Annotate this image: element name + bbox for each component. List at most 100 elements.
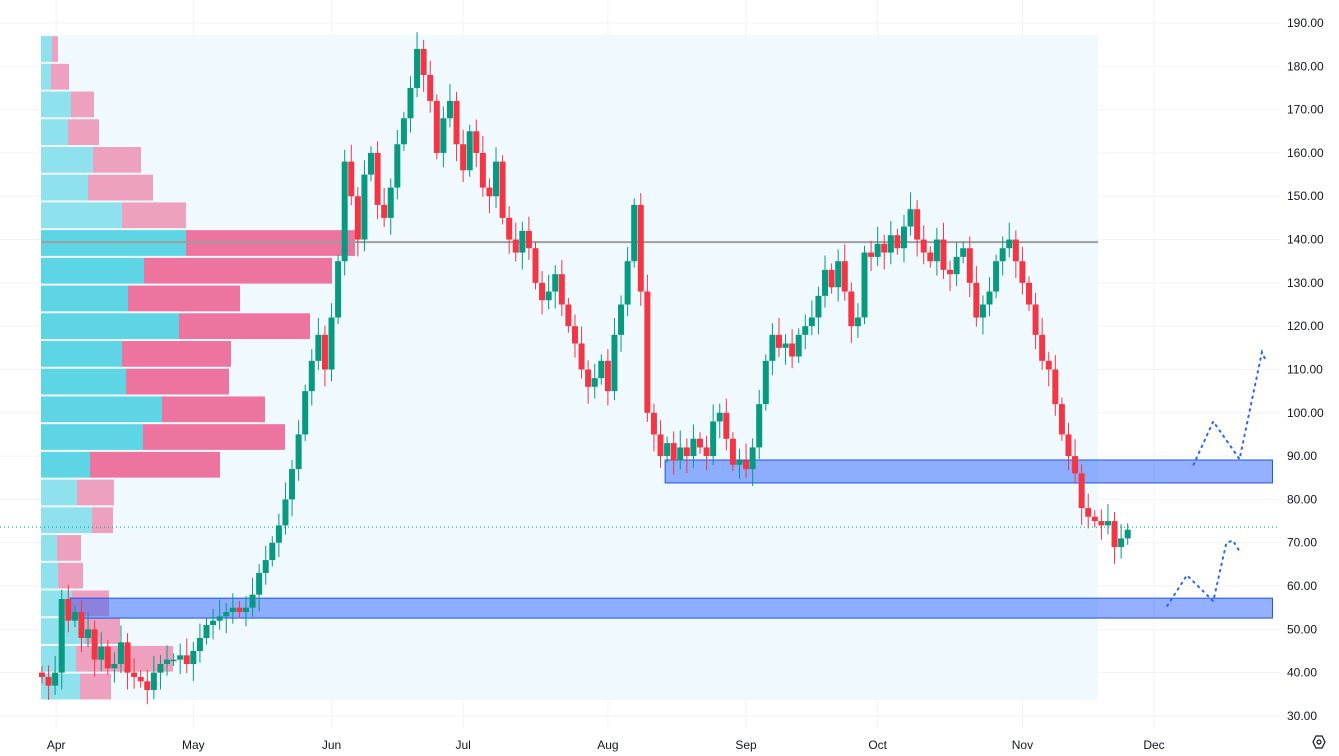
candle-down [65, 599, 72, 621]
time-axis[interactable]: Apr May Jun Jul Aug Sep Oct Nov Dec [47, 738, 1165, 752]
y-tick-label: 50.00 [1287, 622, 1317, 636]
candle-up [854, 317, 861, 327]
volume-profile-down-bar [128, 285, 240, 312]
candle-up [815, 295, 822, 318]
candle-down [966, 248, 973, 283]
candle-down [683, 447, 690, 457]
candle-down [427, 74, 434, 101]
candle-up [933, 239, 940, 262]
candle-down [1091, 516, 1098, 522]
candle-up [440, 118, 447, 153]
candle-down [703, 447, 710, 457]
x-tick-label: Jun [322, 738, 341, 752]
volume-profile-up-bar [41, 63, 51, 90]
candle-up [802, 326, 809, 335]
candle-up [216, 616, 223, 621]
volume-profile-down-bar [51, 63, 69, 90]
settings-button[interactable] [1312, 735, 1326, 749]
candle-up [282, 499, 289, 526]
candle-down [1111, 521, 1118, 548]
volume-profile-down-bar [93, 147, 141, 173]
candle-up [315, 334, 322, 361]
candle-down [571, 326, 578, 344]
candle-up [289, 469, 296, 500]
candle-down [78, 612, 85, 639]
candle-up [164, 659, 171, 664]
candle-down [723, 412, 730, 439]
visible-range-background [41, 35, 1098, 700]
candle-up [368, 152, 374, 175]
volume-profile-down-bar [52, 36, 58, 62]
volume-profile-up-bar [41, 535, 57, 561]
candle-up [1006, 239, 1013, 249]
candle-down [1019, 261, 1026, 283]
candle-up [328, 317, 335, 370]
candle-up [710, 421, 717, 457]
candle-down [499, 161, 506, 218]
y-tick-label: 150.00 [1287, 189, 1324, 203]
price-axis[interactable]: 190.00 180.00 170.00 160.00 150.00 140.00 130.… [1287, 16, 1324, 723]
candle-up [117, 642, 124, 664]
candle-up [960, 248, 967, 257]
candle-up [203, 625, 210, 639]
volume-profile-up-bar [41, 91, 71, 118]
candle-up [519, 230, 526, 253]
y-tick-label: 110.00 [1287, 362, 1323, 376]
candle-up [907, 209, 914, 227]
volume-profile-down-bar [122, 341, 231, 367]
candle-down [604, 360, 611, 392]
candle-down [525, 230, 532, 249]
candle-up [861, 252, 868, 318]
candle-up [631, 204, 638, 262]
candle-down [650, 412, 657, 435]
candle-down [381, 204, 388, 218]
candle-down [321, 334, 328, 370]
candle-up [210, 620, 217, 626]
candle-down [920, 239, 927, 253]
candle-down [374, 152, 381, 205]
candle-down [644, 291, 651, 413]
candle-up [177, 655, 184, 660]
y-tick-label: 70.00 [1287, 536, 1317, 550]
candle-up [414, 48, 421, 88]
candle-down [420, 48, 427, 75]
candle-up [111, 663, 118, 669]
volume-profile-down-bar [126, 368, 229, 395]
candle-down [743, 460, 750, 470]
candle-down [940, 239, 947, 270]
candle-up [795, 334, 802, 357]
y-tick-label: 90.00 [1287, 449, 1317, 463]
candle-down [637, 204, 644, 292]
resistance-zone [664, 459, 1273, 484]
candle-up [242, 607, 249, 613]
candle-up [677, 447, 684, 461]
candle-down [848, 291, 855, 327]
candle-up [598, 360, 605, 379]
candle-down [1052, 369, 1059, 405]
volume-profile-down-bar [90, 451, 220, 478]
candle-down [532, 248, 539, 283]
candle-down [881, 243, 888, 253]
candle-down [183, 655, 190, 664]
y-tick-label: 130.00 [1287, 276, 1324, 290]
candles [39, 32, 1131, 705]
candle-down [39, 672, 45, 677]
candle-down [479, 152, 486, 188]
volume-profile-down-bar [58, 562, 83, 589]
candle-up [335, 261, 342, 318]
candle-up [749, 447, 756, 470]
candle-up [256, 573, 263, 595]
volume-profile-down-bar [80, 673, 111, 700]
x-tick-label: Oct [868, 738, 887, 752]
candle-up [150, 672, 157, 690]
volume-profile-down-bar [88, 174, 153, 201]
candle-up [308, 360, 315, 392]
candle-up [716, 412, 723, 422]
volume-profile-up-bar [41, 645, 76, 672]
projections[interactable] [1166, 348, 1267, 607]
volume-profile-down-bar [162, 396, 265, 423]
candle-down [697, 438, 703, 448]
volume-profile-up-bar [41, 507, 92, 534]
candle-down [236, 607, 243, 613]
